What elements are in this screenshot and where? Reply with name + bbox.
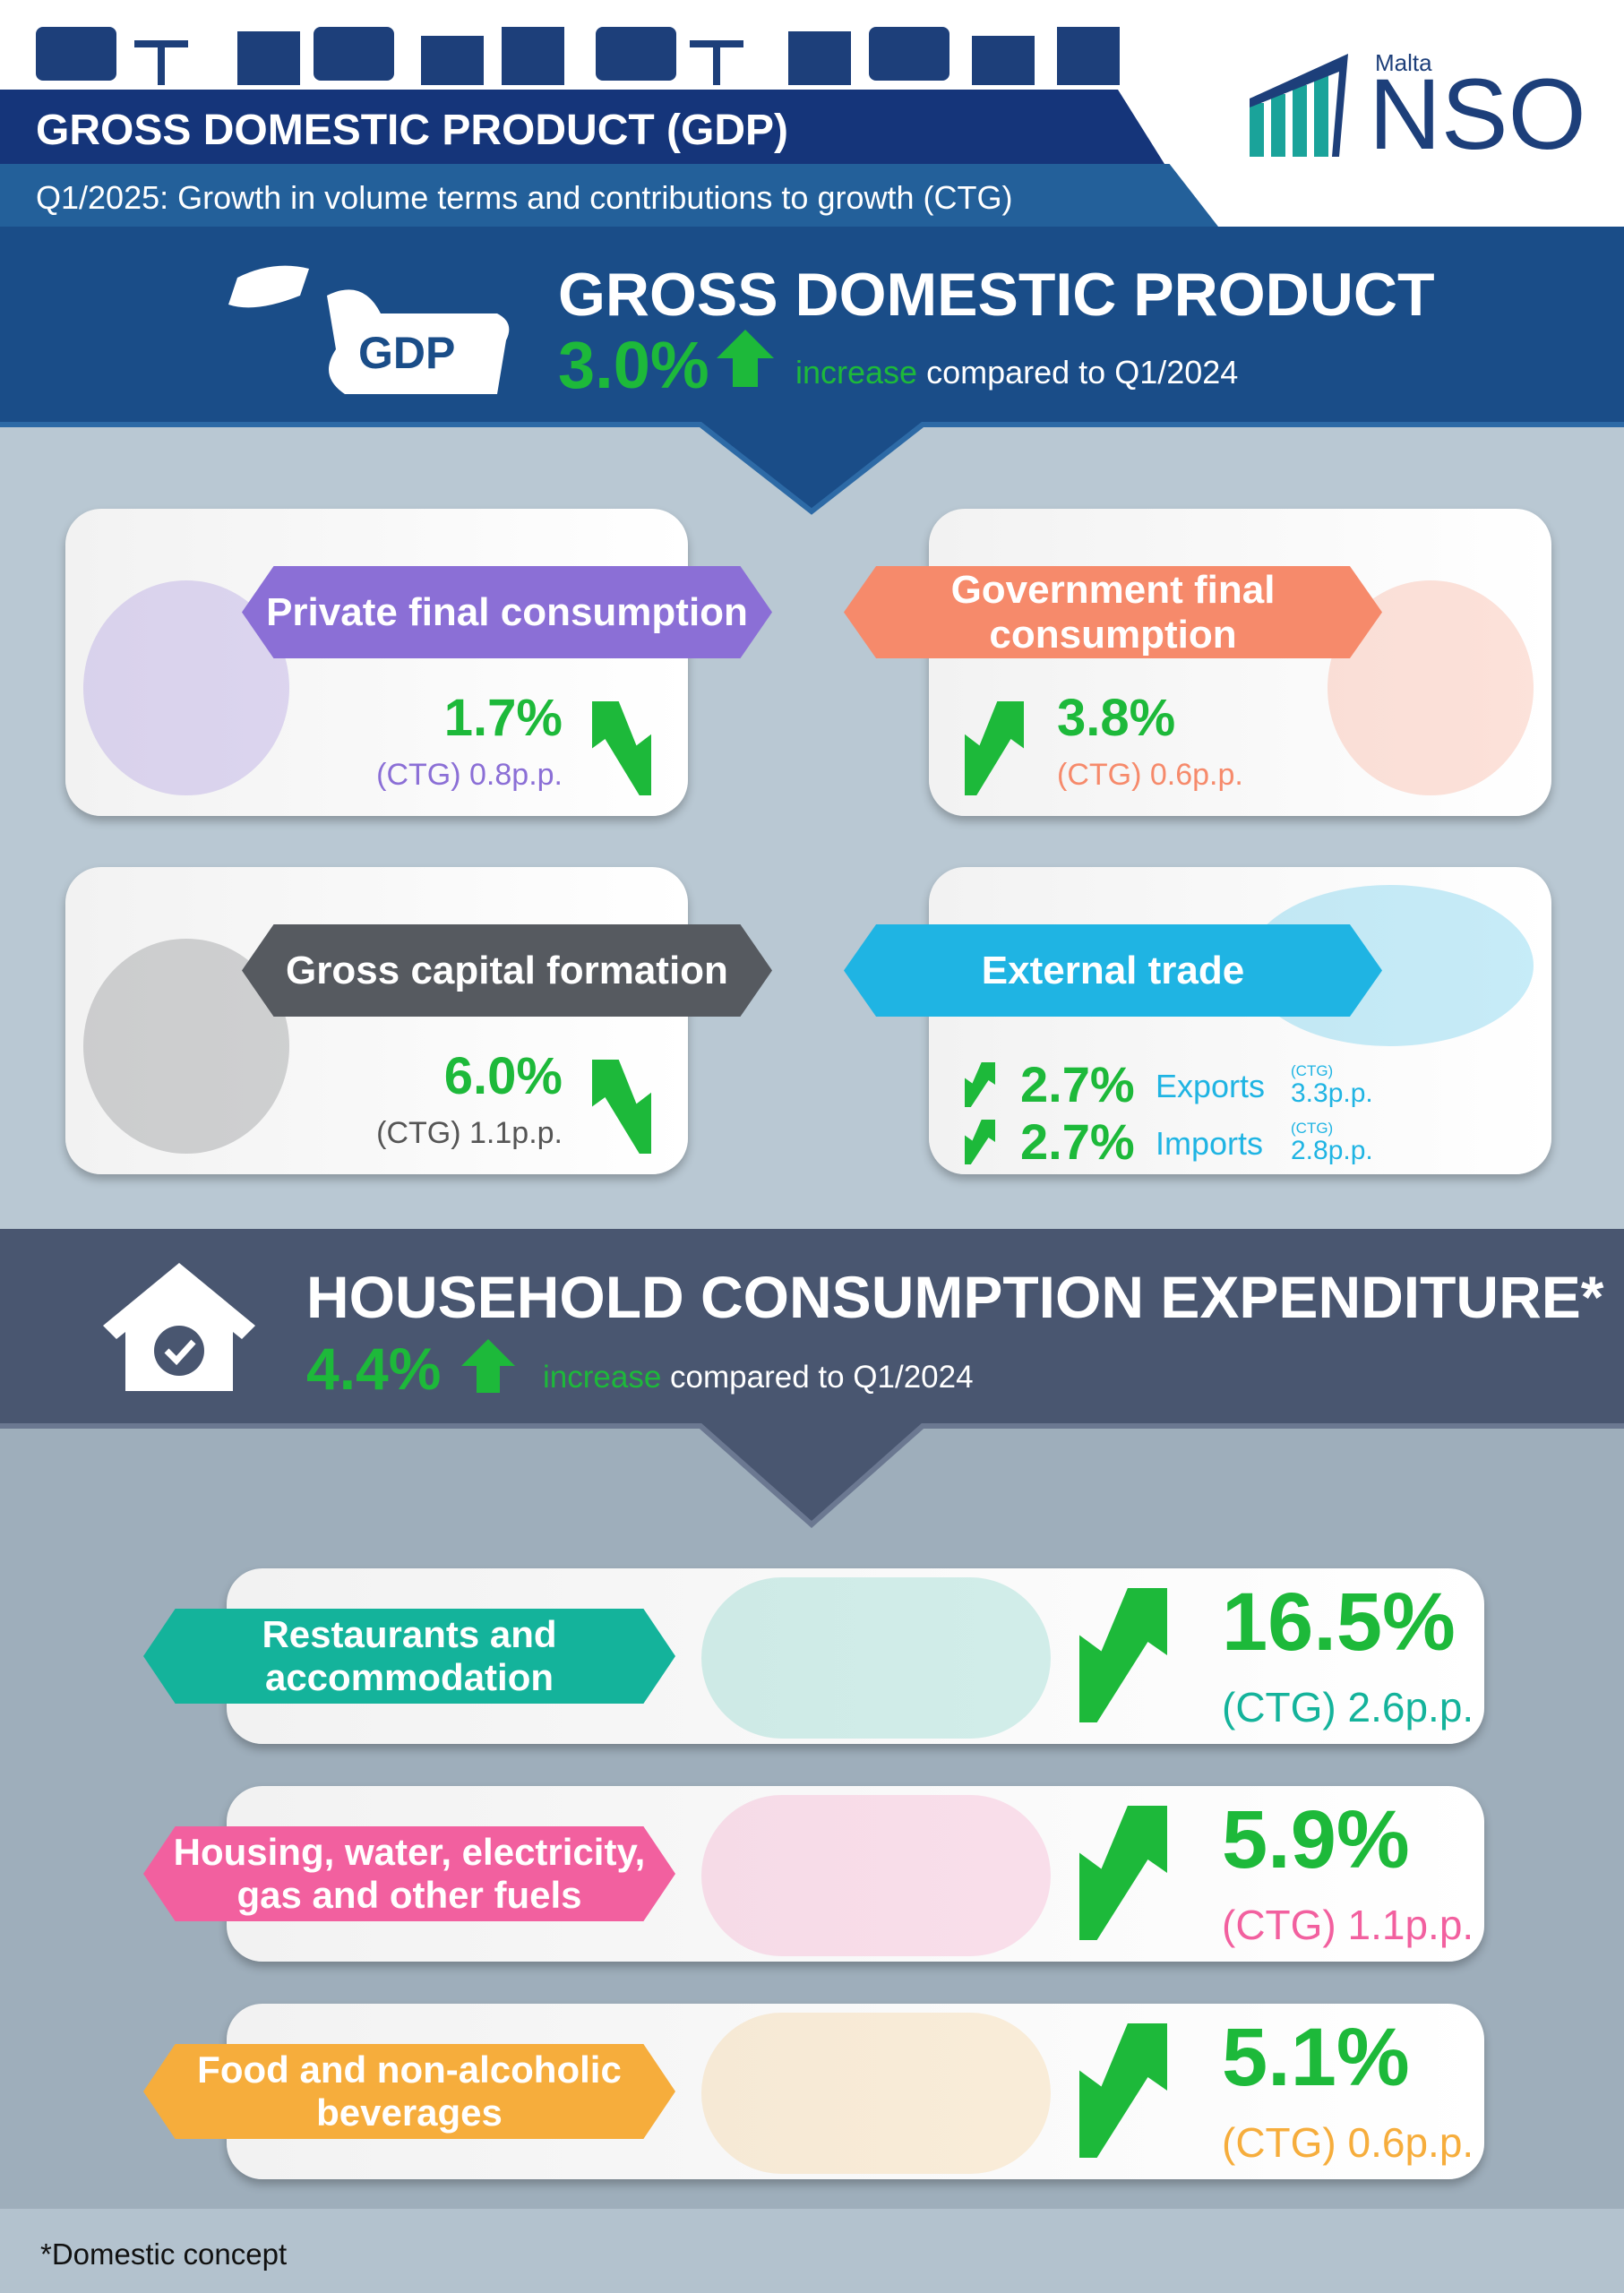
household-comparison-line: increase compared to Q1/2024: [543, 1360, 974, 1396]
component-name: Private final consumption: [266, 589, 748, 634]
category-card: 5.1% (CTG) 0.6p.p.: [227, 2004, 1484, 2179]
gdp-icon-label: GDP: [358, 328, 456, 378]
logo-bars: [1250, 54, 1348, 157]
category-growth: 5.1%: [1222, 2012, 1410, 2103]
category-name-line: Housing, water, electricity,: [173, 1830, 646, 1873]
flow-ctg-label: (CTG): [1291, 1062, 1334, 1079]
component-growth: 6.0%: [443, 1047, 563, 1105]
component-card: 6.0% (CTG) 1.1p.p.: [65, 867, 688, 1174]
category-name-line: Food and non-alcoholic: [197, 2048, 622, 2091]
component-pill: External trade: [844, 924, 1382, 1017]
footnote: *Domestic concept: [40, 2237, 288, 2271]
component-pill: Private final consumption: [242, 566, 772, 658]
growth-arrow: [592, 701, 651, 795]
up-arrow: [717, 330, 774, 387]
flow-name: Imports: [1156, 1125, 1264, 1162]
house-icon: [103, 1263, 255, 1391]
logo: NSO: [1369, 58, 1586, 170]
title-bar: [0, 90, 1164, 164]
category-name-line: gas and other fuels: [236, 1874, 582, 1916]
icons: [36, 27, 1120, 85]
gdp-title: GROSS DOMESTIC PRODUCT: [558, 261, 1435, 329]
flow-ctg-label: (CTG): [1291, 1120, 1334, 1137]
flow-ctg: 3.3p.p.: [1291, 1078, 1373, 1108]
category-ctg: (CTG) 0.6p.p.: [1222, 2119, 1474, 2166]
component-card: 2.7% Exports (CTG) 3.3p.p. 2.7% Imports (CTG) 2…: [929, 867, 1551, 1174]
up-arrow: [461, 1339, 515, 1393]
component-ctg: (CTG) 0.8p.p.: [376, 758, 563, 792]
growth-arrow: [1079, 2023, 1167, 2158]
illustration: [701, 1795, 1051, 1956]
component-ctg: (CTG) 0.6p.p.: [1057, 758, 1243, 792]
growth-arrow: [965, 1120, 995, 1164]
category-growth: 5.9%: [1222, 1794, 1410, 1885]
component-card: 3.8% (CTG) 0.6p.p.: [929, 509, 1551, 816]
household-band: [0, 1229, 1624, 1529]
category-growth: 16.5%: [1222, 1576, 1456, 1668]
component-name: Government final consumption: [950, 567, 1276, 657]
category-pill: Housing, water, electricity, gas and othe…: [143, 1826, 675, 1921]
component-card: 1.7% (CTG) 0.8p.p.: [65, 509, 688, 816]
header-subtitle: Q1/2025: Growth in volume terms and cont…: [36, 179, 1013, 216]
household-value: 4.4%: [306, 1335, 442, 1402]
comparison: compared to Q1/2024: [926, 354, 1239, 391]
footer: [0, 2209, 1624, 2293]
gdp-band: [0, 227, 1624, 515]
category-name-line: beverages: [316, 2091, 503, 2134]
change-word: increase: [795, 354, 918, 391]
category-ctg: (CTG) 2.6p.p.: [1222, 1684, 1474, 1730]
component-growth: 1.7%: [443, 689, 563, 747]
flow-ctg: 2.8p.p.: [1291, 1136, 1373, 1165]
change-word: increase: [543, 1360, 662, 1395]
component-name: External trade: [981, 948, 1245, 992]
category-name-line: accommodation: [264, 1656, 554, 1698]
growth-arrow: [965, 1062, 995, 1107]
growth-arrow: [1079, 1588, 1167, 1722]
category-ctg: (CTG) 1.1p.p.: [1222, 1902, 1474, 1948]
component-name: Gross capital formation: [286, 948, 728, 992]
growth-arrow: [1079, 1806, 1167, 1940]
gdp-icon: [228, 265, 510, 394]
component-ctg: (CTG) 1.1p.p.: [376, 1116, 563, 1150]
growth-arrow: [965, 701, 1024, 795]
gdp-value: 3.0%: [558, 328, 709, 402]
category-name-line: Restaurants and: [262, 1612, 557, 1655]
household-title: HOUSEHOLD CONSUMPTION EXPENDITURE*: [306, 1264, 1604, 1330]
gdp-comparison-line: increase compared to Q1/2024: [795, 354, 1238, 391]
flow-name: Exports: [1156, 1068, 1266, 1104]
growth-arrow: [592, 1060, 651, 1154]
flow-growth: 2.7%: [1020, 1056, 1135, 1112]
component-growth: 3.8%: [1057, 689, 1176, 747]
component-pill: Gross capital formation: [242, 924, 772, 1017]
icon-strip: [0, 0, 1624, 90]
category-pill: Restaurants and accommodation: [143, 1609, 675, 1704]
category-pill: Food and non-alcoholic beverages: [143, 2044, 675, 2139]
illustration: [701, 2013, 1051, 2174]
component-pill: Government final consumption: [844, 566, 1382, 658]
comparison: compared to Q1/2024: [670, 1360, 974, 1395]
illustration: [701, 1577, 1051, 1739]
subtitle-bar: [0, 164, 1218, 227]
flow-growth: 2.7%: [1020, 1113, 1135, 1170]
logo-small: Malta: [1375, 49, 1432, 76]
header-title: GROSS DOMESTIC PRODUCT (GDP): [36, 107, 789, 154]
